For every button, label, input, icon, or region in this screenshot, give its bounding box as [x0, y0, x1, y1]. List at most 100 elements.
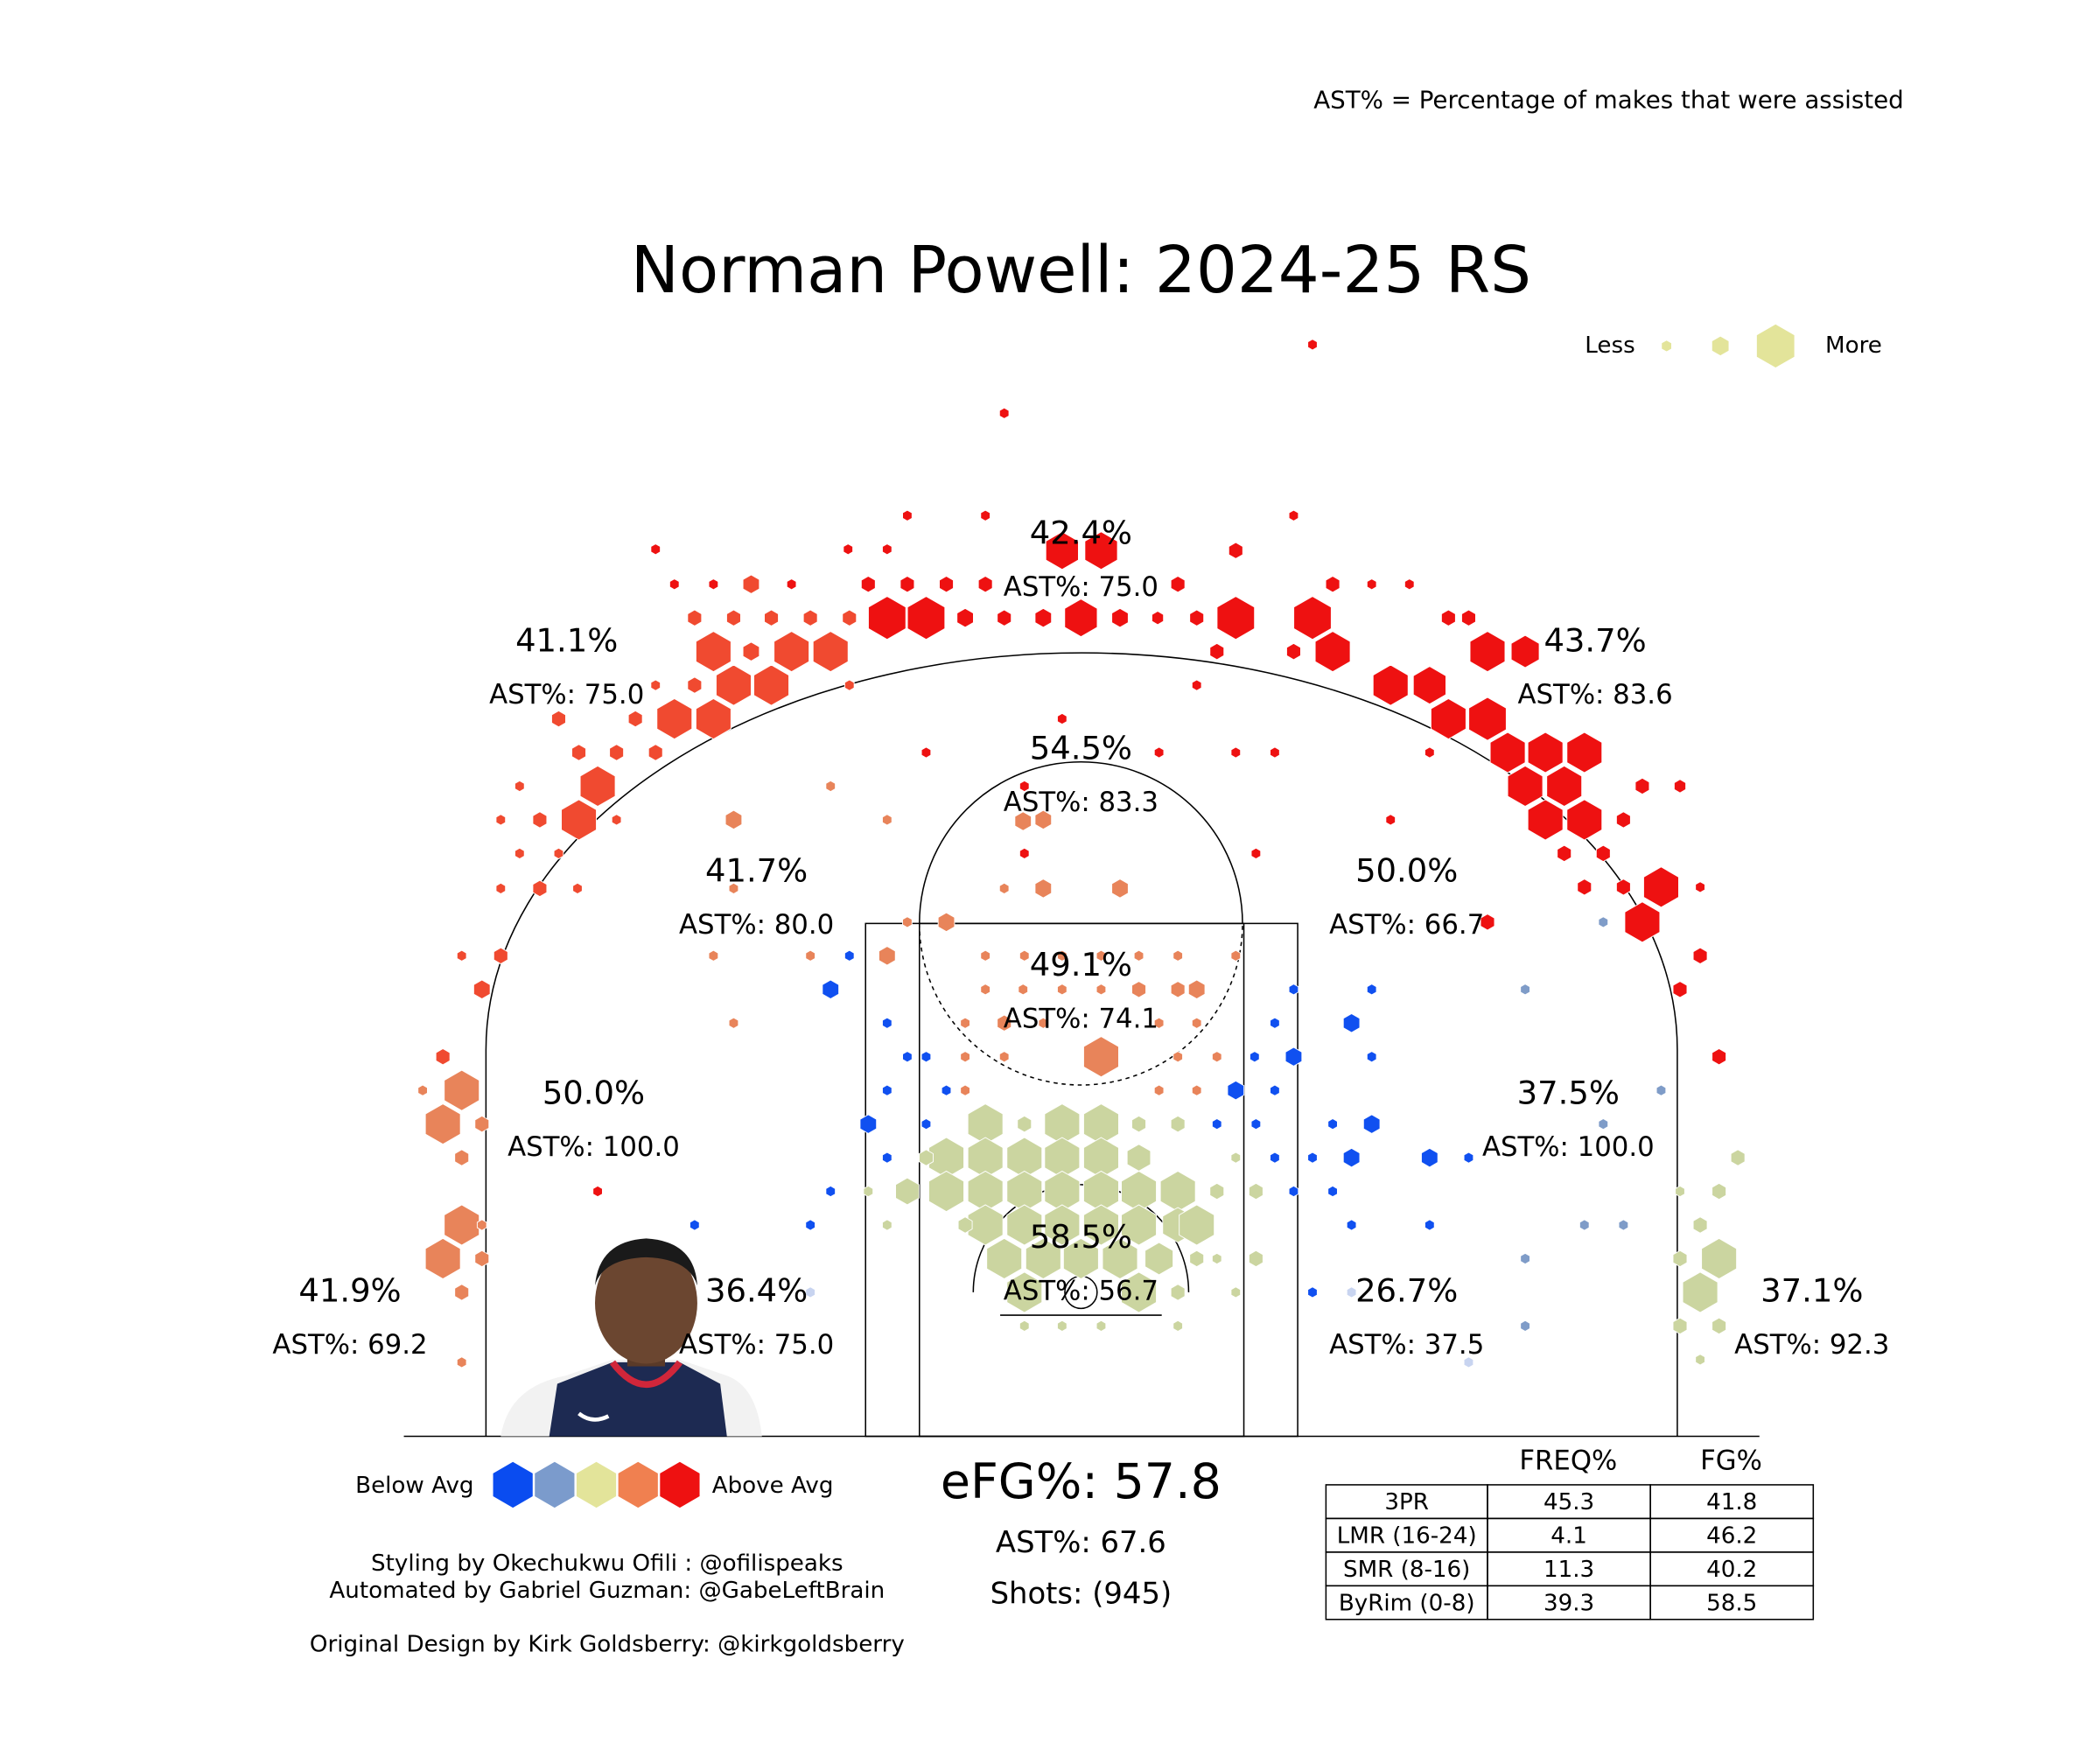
hex [997, 609, 1012, 626]
hex [1615, 878, 1631, 896]
hex [920, 746, 932, 759]
hex [650, 543, 662, 556]
hex [906, 596, 946, 640]
hex [812, 631, 849, 673]
hex [920, 1117, 932, 1130]
hex [1595, 844, 1611, 863]
hex [1228, 542, 1243, 559]
hex [716, 664, 752, 706]
hex [1172, 1320, 1183, 1333]
hex [572, 882, 583, 895]
hex [742, 574, 760, 594]
hex [863, 1185, 874, 1198]
hex [1126, 1144, 1152, 1172]
hex [695, 631, 732, 673]
hex [843, 543, 854, 556]
hex [1133, 949, 1144, 962]
hex [1062, 1237, 1099, 1280]
hex [1170, 981, 1186, 998]
hex [695, 697, 732, 740]
hex [1018, 949, 1030, 962]
hex [728, 1017, 739, 1029]
hex [1520, 1252, 1530, 1265]
hex [1284, 1046, 1303, 1067]
hex [1566, 799, 1603, 841]
zone-ast: AST%: 75.0 [679, 1329, 834, 1361]
hex [1430, 697, 1466, 740]
hex [902, 1051, 913, 1063]
zone-fg: 43.7% [1544, 621, 1646, 659]
hex [1044, 1103, 1081, 1145]
hex [1096, 1320, 1107, 1333]
ast: AST%: 67.6 [996, 1525, 1166, 1559]
table-text: SMR (8-16) [1343, 1557, 1470, 1583]
hex [1111, 607, 1129, 628]
hex [967, 1170, 1004, 1213]
hex [1615, 811, 1631, 829]
hex [648, 744, 663, 761]
hex [1170, 1284, 1186, 1301]
zone-fg: 26.7% [1355, 1271, 1458, 1309]
zone-ast: AST%: 92.3 [1734, 1329, 1889, 1361]
hex [1695, 1354, 1705, 1366]
hex [592, 1185, 603, 1198]
hex [1018, 984, 1029, 996]
hex [1468, 696, 1507, 741]
zone-ast: AST%: 75.0 [1004, 571, 1158, 603]
hex [1412, 666, 1446, 705]
hex [725, 609, 741, 626]
hex [867, 596, 906, 640]
color-legend-hex [576, 1461, 617, 1508]
table-text: 46.2 [1706, 1523, 1757, 1550]
hex [728, 882, 739, 895]
table-text: 45.3 [1544, 1489, 1594, 1516]
hex [1153, 1084, 1165, 1096]
hex [882, 1152, 892, 1164]
hex [1144, 1242, 1174, 1276]
color-legend-hex [660, 1461, 700, 1508]
color-legend-hex [535, 1461, 575, 1508]
hex [825, 1185, 836, 1198]
note: AST% = Percentage of makes that were ass… [1313, 85, 1904, 114]
hex [532, 879, 548, 898]
hex [1153, 746, 1165, 759]
zone-ast: AST%: 74.1 [1004, 1004, 1158, 1035]
hex [579, 765, 616, 808]
hex [1507, 765, 1544, 808]
hex [1083, 1170, 1119, 1213]
hex [1701, 1237, 1738, 1280]
hex [656, 697, 693, 740]
hex [1057, 712, 1068, 725]
hex [1342, 1012, 1361, 1033]
hex [928, 1137, 964, 1179]
hex [1189, 609, 1205, 626]
hex [1285, 642, 1301, 661]
hex [1577, 878, 1592, 896]
hex [997, 1014, 1012, 1032]
hex [1248, 1182, 1264, 1200]
hex [1227, 1080, 1245, 1101]
hex [1489, 732, 1526, 774]
zone-ast: AST%: 83.3 [1004, 787, 1158, 818]
hex [1083, 1103, 1119, 1145]
hex [1672, 981, 1688, 998]
hex [882, 1219, 892, 1231]
hex [571, 744, 587, 761]
hex [802, 609, 818, 626]
hex [1083, 1204, 1119, 1246]
hex [805, 1286, 816, 1298]
hex [900, 575, 915, 593]
hex [928, 1170, 964, 1213]
hex [474, 1115, 490, 1133]
hex [1643, 866, 1679, 908]
hex [1527, 799, 1564, 841]
hex [609, 744, 625, 761]
hex [1695, 881, 1705, 893]
hex [1421, 1147, 1438, 1168]
hex [882, 814, 892, 826]
hex [708, 578, 719, 591]
table-text: 11.3 [1544, 1557, 1594, 1583]
hex [1288, 1185, 1299, 1198]
hex [1083, 1036, 1119, 1078]
